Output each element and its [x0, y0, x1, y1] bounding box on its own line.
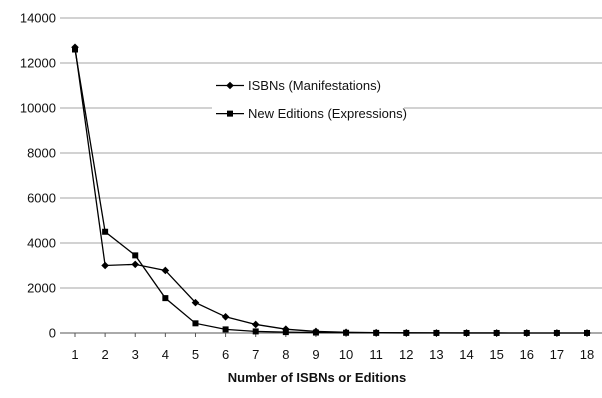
data-point-editions	[463, 329, 470, 336]
data-point-isbns	[191, 298, 200, 307]
legend: ISBNs (Manifestations) New Editions (Expr…	[212, 74, 407, 125]
data-point-editions	[192, 320, 199, 327]
data-point-editions	[403, 329, 410, 336]
data-point-editions	[553, 329, 560, 336]
data-point-editions	[222, 326, 229, 333]
data-point-isbns	[131, 260, 140, 269]
data-point-editions	[312, 329, 319, 336]
x-tick-label: 15	[489, 347, 503, 362]
x-tick-label: 16	[520, 347, 534, 362]
x-tick-label: 14	[459, 347, 473, 362]
x-tick-label: 2	[102, 347, 109, 362]
y-tick-label: 4000	[27, 236, 56, 251]
series-line-editions	[74, 49, 587, 334]
x-axis: 1 2 3 4 5 6 7 8 9 10 11 12 13 14 15 16 17 18	[60, 332, 602, 362]
data-point-editions	[102, 228, 109, 235]
legend-label-isbns: ISBNs (Manifestations)	[248, 78, 381, 93]
data-point-editions	[282, 329, 289, 336]
data-point-editions	[523, 329, 530, 336]
y-tick-label: 0	[49, 326, 56, 341]
data-point-editions	[72, 46, 78, 53]
x-tick-label: 11	[369, 347, 383, 362]
legend-background	[212, 102, 404, 125]
legend-background	[212, 74, 404, 97]
x-tick-label: 17	[550, 347, 564, 362]
y-tick-label: 12000	[20, 56, 56, 71]
y-tick-label: 6000	[27, 191, 56, 206]
y-tick-label: 2000	[27, 281, 56, 296]
data-point-isbns	[251, 320, 260, 329]
data-point-isbns	[221, 313, 230, 321]
x-tick-label: 9	[312, 347, 319, 362]
y-tick-label: 8000	[27, 146, 56, 161]
gridlines	[60, 17, 602, 334]
data-point-editions	[493, 329, 500, 336]
data-point-editions	[584, 329, 590, 336]
x-tick-label: 18	[580, 347, 594, 362]
x-tick-label: 13	[429, 347, 443, 362]
x-tick-label: 12	[399, 347, 413, 362]
data-point-editions	[433, 329, 440, 336]
legend-label-editions: New Editions (Expressions)	[248, 106, 407, 121]
x-tick-label: 3	[132, 347, 139, 362]
series-editions	[72, 46, 590, 336]
data-point-editions	[132, 252, 139, 259]
data-point-editions	[373, 329, 380, 336]
x-tick-label: 6	[222, 347, 229, 362]
data-point-editions	[252, 328, 259, 335]
x-tick-label: 4	[162, 347, 169, 362]
x-axis-label: Number of ISBNs or Editions	[228, 370, 406, 385]
data-point-isbns	[101, 261, 109, 270]
series-lines	[71, 43, 591, 337]
data-point-editions	[162, 295, 169, 302]
legend-marker-editions	[227, 110, 233, 117]
data-point-isbns	[161, 266, 170, 275]
data-point-editions	[343, 329, 350, 336]
y-tick-label: 10000	[20, 101, 56, 116]
x-tick-label: 8	[282, 347, 289, 362]
y-tick-label: 14000	[20, 11, 56, 26]
x-tick-label: 1	[71, 347, 78, 362]
legend-marker-isbns	[226, 81, 234, 90]
x-tick-label: 5	[192, 347, 199, 362]
x-tick-label: 7	[252, 347, 259, 362]
y-axis: 0 2000 4000 6000 8000 10000 12000 14000	[20, 11, 56, 341]
x-tick-label: 10	[339, 347, 353, 362]
